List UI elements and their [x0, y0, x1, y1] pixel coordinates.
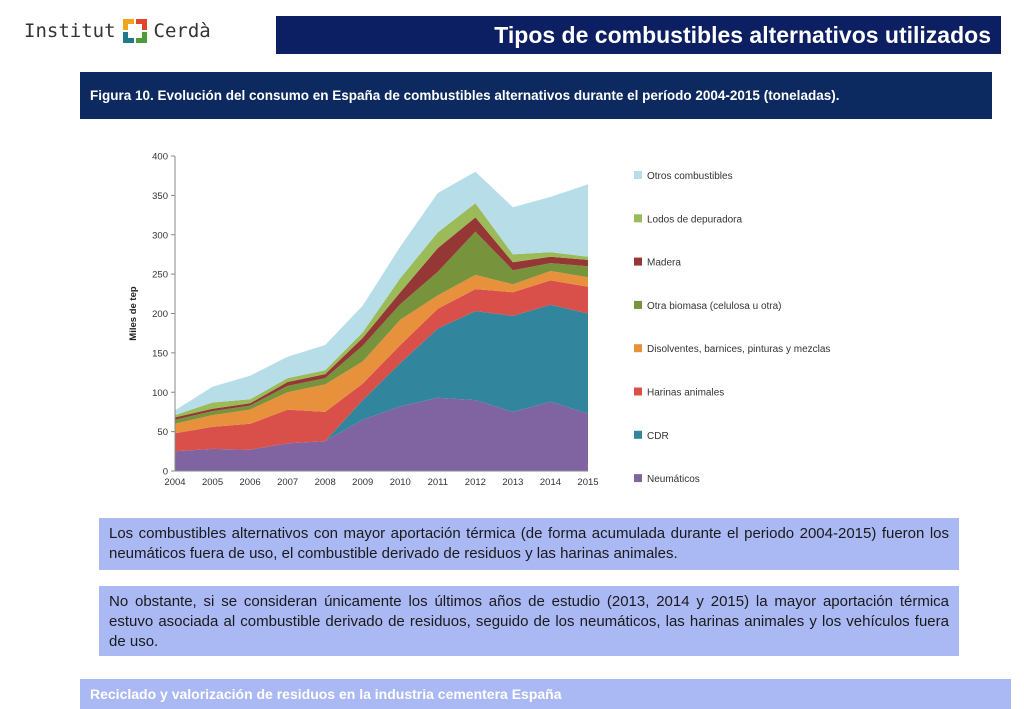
- stacked-area-chart: 0 50 100 150 200 250 300 350 400 2004 2005 2006 2007…: [128, 152, 830, 489]
- area-series-1: [175, 304, 588, 452]
- paragraph-box-1: Los combustibles alternativos con mayor …: [99, 518, 959, 570]
- area-series-2: [175, 280, 588, 452]
- page-title-bar: Tipos de combustibles alternativos utili…: [276, 16, 1001, 54]
- area-series-7: [175, 171, 588, 416]
- y-tick-label-4: 200: [152, 309, 168, 320]
- x-tick-label-2: 2006: [240, 477, 261, 488]
- legend-swatch-7: [634, 474, 642, 483]
- logo-text-right: Cerdà: [153, 20, 211, 42]
- legend-swatch-3: [634, 300, 642, 309]
- x-tick-label-3: 2007: [277, 477, 298, 488]
- legend-label-3: Otra biomasa (celulosa u otra): [647, 301, 782, 312]
- area-series-6: [175, 203, 588, 418]
- x-tick-label-7: 2011: [428, 477, 448, 488]
- legend-swatch-4: [634, 344, 642, 353]
- figure-caption: Figura 10. Evolución del consumo en Espa…: [80, 72, 992, 119]
- y-axis-label: Miles de tep: [128, 286, 139, 341]
- y-tick-label-8: 400: [152, 152, 168, 163]
- area-series-0: [175, 397, 588, 471]
- x-tick-label-10: 2014: [540, 477, 561, 488]
- paragraph-1: Los combustibles alternativos con mayor …: [109, 525, 949, 562]
- y-tick-label-5: 250: [152, 270, 168, 281]
- y-tick-label-6: 300: [152, 230, 168, 241]
- x-tick-label-8: 2012: [465, 477, 486, 488]
- footer-text: Reciclado y valorización de residuos en …: [90, 686, 562, 702]
- paragraph-2: No obstante, si se consideran únicamente…: [109, 593, 949, 650]
- x-tick-label-11: 2015: [577, 477, 598, 488]
- x-tick-label-0: 2004: [164, 477, 185, 488]
- y-tick-label-3: 150: [152, 348, 168, 359]
- legend-label-0: Otros combustibles: [647, 171, 733, 182]
- x-tick-label-4: 2008: [315, 477, 336, 488]
- y-tick-label-1: 50: [157, 427, 168, 438]
- area-series-4: [175, 231, 588, 424]
- x-tick-label-1: 2005: [202, 477, 223, 488]
- x-tick-label-5: 2009: [352, 477, 373, 488]
- x-tick-label-6: 2010: [390, 477, 411, 488]
- institut-cerda-logo: Institut Cerdà: [24, 14, 211, 48]
- cerda-logo-icon: [122, 19, 147, 43]
- y-tick-label-7: 350: [152, 191, 168, 202]
- legend-swatch-1: [634, 214, 642, 223]
- legend-swatch-2: [634, 257, 642, 266]
- legend-label-7: Neumáticos: [647, 474, 700, 485]
- y-tick-label-2: 100: [152, 388, 168, 399]
- legend-label-5: Harinas animales: [647, 388, 724, 399]
- legend-label-1: Lodos de depuradora: [647, 214, 743, 225]
- area-series-5: [175, 217, 588, 420]
- paragraph-box-2: No obstante, si se consideran únicamente…: [99, 586, 959, 656]
- legend-swatch-0: [634, 171, 642, 179]
- page-title: Tipos de combustibles alternativos utili…: [494, 21, 991, 48]
- legend-label-6: CDR: [647, 431, 669, 442]
- legend-swatch-5: [634, 387, 642, 396]
- area-series-3: [175, 271, 588, 434]
- figure-caption-text: Figura 10. Evolución del consumo en Espa…: [90, 88, 840, 103]
- legend-swatch-6: [634, 430, 642, 439]
- x-tick-label-9: 2013: [502, 477, 523, 488]
- legend-label-4: Disolventes, barnices, pinturas y mezcla…: [647, 344, 830, 355]
- logo-text-left: Institut: [24, 20, 116, 42]
- footer-bar: Reciclado y valorización de residuos en …: [80, 679, 1011, 709]
- legend-label-2: Madera: [647, 258, 681, 269]
- y-tick-label-0: 0: [163, 467, 168, 478]
